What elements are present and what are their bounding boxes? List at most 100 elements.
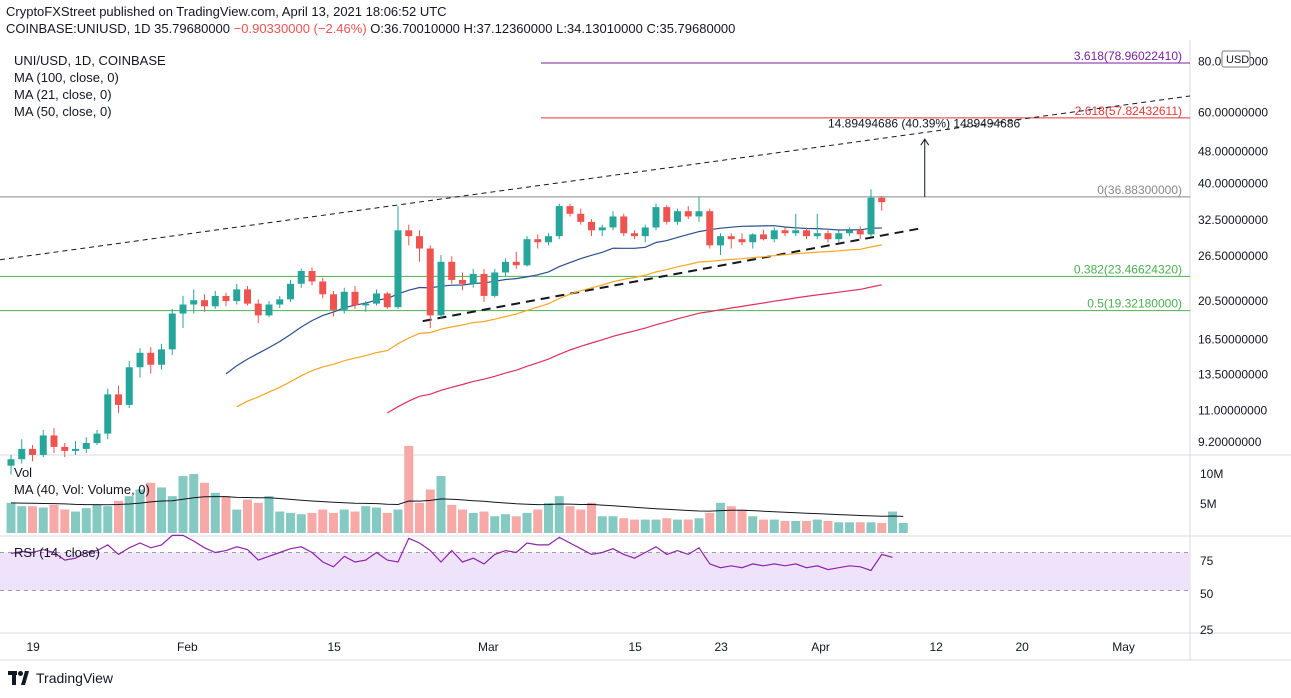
volume-bar (576, 509, 586, 533)
candle-body (727, 236, 735, 240)
volume-bar (60, 509, 70, 533)
volume-tick-label: 5M (1200, 497, 1217, 511)
volume-bar (232, 509, 242, 533)
candle-body (706, 211, 714, 246)
volume-bar (404, 445, 414, 533)
currency-label: USD (1226, 54, 1249, 66)
volume-bar (866, 522, 876, 533)
candle-body (652, 207, 660, 228)
volume-bar (49, 504, 59, 533)
volume-bar (565, 506, 575, 533)
volume-bar (350, 511, 360, 533)
candle-body (469, 273, 477, 284)
candle-body (512, 261, 520, 266)
candle-body (459, 279, 466, 284)
candle-body (72, 448, 79, 451)
symbol-label: COINBASE:UNIUSD, 1D (6, 21, 151, 36)
tradingview-logo-icon (8, 671, 30, 685)
volume-bar (748, 516, 758, 533)
candle-body (297, 270, 305, 284)
candle-body (276, 299, 284, 305)
volume-bar (501, 514, 510, 533)
volume-bar (425, 489, 435, 533)
rsi-tick-label: 75 (1200, 554, 1214, 568)
candle-body (878, 197, 886, 203)
volume-bar (780, 520, 790, 533)
rsi-line (10, 534, 893, 572)
candle-body (82, 443, 90, 449)
ma100-line (386, 284, 882, 414)
volume-bar (888, 511, 897, 533)
time-tick-label: 12 (930, 640, 944, 654)
volume-bar (533, 509, 543, 533)
candle-body (566, 206, 574, 214)
candle-body (93, 433, 101, 444)
publisher-line: CryptoFXStreet published on TradingView.… (6, 4, 447, 19)
price-tick-label: 48.00000000 (1198, 145, 1268, 159)
volume-bar (694, 518, 704, 533)
candle-body (545, 236, 552, 243)
volume-bar (812, 519, 822, 533)
volume-bar (791, 520, 801, 533)
legend-ma21: MA (21, close, 0) (14, 87, 112, 102)
volume-bar (898, 522, 908, 533)
candle-body (50, 435, 58, 447)
candle-body (29, 448, 36, 455)
volume-bar (124, 496, 134, 533)
tradingview-footer[interactable]: TradingView (8, 670, 113, 686)
volume-bar (877, 522, 887, 533)
volume-bar (382, 512, 392, 533)
volume-bar (296, 514, 306, 533)
candle-body (598, 227, 606, 231)
candle-body (717, 236, 724, 246)
candle-body (287, 283, 294, 300)
volume-bar (275, 511, 285, 533)
volume-bar (640, 519, 650, 533)
price-tick-label: 26.50000000 (1198, 249, 1268, 263)
candle-body (663, 207, 671, 222)
volume-bar (17, 506, 27, 533)
time-tick-label: 15 (629, 640, 643, 654)
price-tick-label: 60.00000000 (1198, 105, 1268, 119)
candle-body (61, 446, 69, 451)
candle-body (340, 291, 348, 310)
candle-body (330, 294, 337, 310)
candle-body (813, 233, 821, 237)
volume-bar (103, 506, 113, 533)
candle-body (760, 234, 767, 240)
volume-bar (221, 496, 231, 533)
candle-body (770, 230, 778, 240)
volume-bar (243, 499, 252, 533)
volume-bar (200, 482, 209, 533)
fib-level-label: 0.5(19.32180000) (1087, 297, 1182, 311)
high-value: H:37.12360000 (463, 21, 553, 36)
fib-level-label: 0.382(23.46624320) (1074, 262, 1182, 276)
candle-body (856, 230, 864, 235)
price-tick-label: 13.50000000 (1198, 368, 1268, 382)
volume-tick-label: 10M (1200, 467, 1223, 481)
candle-body (867, 197, 875, 235)
volume-bar (318, 509, 328, 533)
candle-body (534, 239, 542, 243)
volume-bar (619, 518, 629, 533)
candle-body (104, 394, 112, 434)
volume-bar (286, 512, 295, 533)
price-tick-label: 16.50000000 (1198, 332, 1268, 346)
volume-bar (71, 511, 80, 533)
low-value: L:34.13010000 (556, 21, 643, 36)
candle-body (190, 300, 198, 305)
candle-body (835, 233, 843, 240)
volume-bar (372, 507, 381, 533)
candle-body (179, 304, 187, 314)
volume-bar (554, 496, 564, 533)
candle-body (265, 304, 273, 316)
currency-badge (1221, 50, 1251, 68)
price-tick-label: 32.50000000 (1198, 213, 1268, 227)
upper-trendline (0, 95, 1191, 261)
volume-bar (6, 502, 16, 533)
volume-bar (307, 512, 317, 533)
candle-body (448, 261, 456, 280)
volume-bar (114, 500, 123, 533)
candle-body (695, 211, 703, 217)
